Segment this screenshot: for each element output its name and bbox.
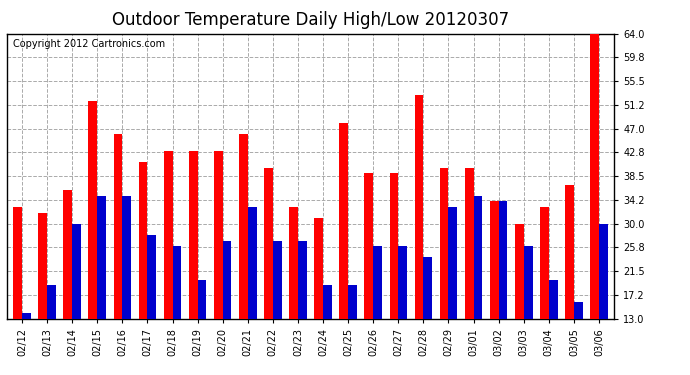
- Bar: [172, 246, 181, 319]
- Bar: [273, 240, 282, 319]
- Bar: [499, 201, 507, 319]
- Bar: [197, 280, 206, 319]
- Bar: [289, 207, 298, 319]
- Bar: [214, 151, 223, 319]
- Bar: [189, 151, 197, 319]
- Bar: [223, 240, 231, 319]
- Bar: [599, 224, 608, 319]
- Bar: [114, 134, 122, 319]
- Bar: [364, 174, 373, 319]
- Bar: [465, 168, 473, 319]
- Bar: [440, 168, 449, 319]
- Bar: [565, 184, 574, 319]
- Bar: [314, 218, 323, 319]
- Bar: [72, 224, 81, 319]
- Bar: [540, 207, 549, 319]
- Bar: [22, 313, 31, 319]
- Bar: [590, 34, 599, 319]
- Bar: [473, 196, 482, 319]
- Bar: [390, 174, 398, 319]
- Bar: [298, 240, 307, 319]
- Bar: [549, 280, 558, 319]
- Text: Copyright 2012 Cartronics.com: Copyright 2012 Cartronics.com: [13, 39, 165, 50]
- Bar: [148, 235, 156, 319]
- Bar: [424, 257, 432, 319]
- Bar: [264, 168, 273, 319]
- Bar: [38, 213, 47, 319]
- Bar: [47, 285, 56, 319]
- Bar: [164, 151, 172, 319]
- Bar: [524, 246, 533, 319]
- Bar: [13, 207, 22, 319]
- Text: Outdoor Temperature Daily High/Low 20120307: Outdoor Temperature Daily High/Low 20120…: [112, 11, 509, 29]
- Bar: [248, 207, 257, 319]
- Bar: [398, 246, 407, 319]
- Bar: [323, 285, 332, 319]
- Bar: [373, 246, 382, 319]
- Bar: [239, 134, 248, 319]
- Bar: [448, 207, 457, 319]
- Bar: [339, 123, 348, 319]
- Bar: [63, 190, 72, 319]
- Bar: [97, 196, 106, 319]
- Bar: [515, 224, 524, 319]
- Bar: [490, 201, 499, 319]
- Bar: [415, 95, 424, 319]
- Bar: [348, 285, 357, 319]
- Bar: [574, 302, 583, 319]
- Bar: [139, 162, 148, 319]
- Bar: [88, 101, 97, 319]
- Bar: [122, 196, 131, 319]
